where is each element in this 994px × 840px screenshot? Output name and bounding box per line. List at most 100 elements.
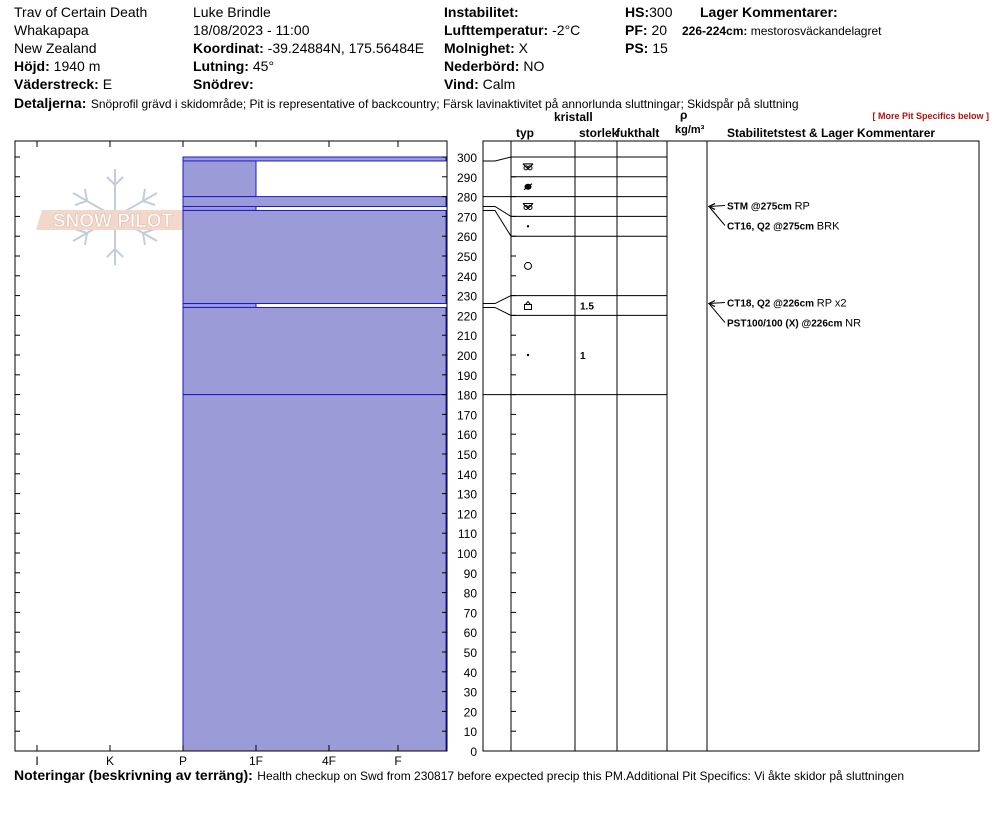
aspect-row: Väderstreck: E xyxy=(14,76,112,92)
y-tick-label: 20 xyxy=(464,705,478,719)
hardness-profile xyxy=(182,156,447,752)
stability-test-label: PST100/100 (X) @226cm NR xyxy=(727,318,861,330)
x-tick-label: K xyxy=(106,754,114,768)
observer-name: Luke Brindle xyxy=(193,4,271,20)
aspect-value: E xyxy=(102,76,113,92)
observation-datetime: 18/08/2023 - 11:00 xyxy=(193,22,310,38)
y-tick-label: 0 xyxy=(470,745,477,759)
layer-connector xyxy=(483,156,512,162)
hardness-layer xyxy=(182,306,447,396)
notes-text: Health checkup on Swd from 230817 before… xyxy=(257,769,905,783)
facet-cup-icon xyxy=(524,300,532,310)
wind-value: Calm xyxy=(482,76,516,92)
ps-row: PS: 15 xyxy=(625,40,668,56)
layer-comment-row: 226-224cm: mestorosväckandelagret xyxy=(682,24,881,38)
location-name: Trav of Certain Death xyxy=(14,4,148,20)
test-arrow xyxy=(708,206,726,226)
coord-label: Koordinat: xyxy=(193,40,264,56)
y-tick-label: 100 xyxy=(457,547,477,561)
crystal-size-label: 1 xyxy=(580,351,586,362)
y-tick-label: 110 xyxy=(458,527,477,541)
area-name: Whakapapa xyxy=(14,22,89,38)
melt-freeze-icon xyxy=(523,183,533,191)
crystal-size-label: 1.5 xyxy=(580,302,594,313)
pf-label: PF: xyxy=(625,22,648,38)
y-tick-label: 300 xyxy=(457,151,477,165)
test-arrow xyxy=(708,303,726,323)
hs-label: HS: xyxy=(625,4,650,20)
pf-value: 20 xyxy=(651,22,668,38)
hardness-layer xyxy=(182,206,257,211)
y-tick-label: 190 xyxy=(457,369,477,383)
snowpilot-logo: SNOW PILOT xyxy=(36,169,190,265)
y-tick-label: 240 xyxy=(457,270,477,284)
x-tick-label: I xyxy=(35,754,38,768)
y-tick-label: 70 xyxy=(464,606,478,620)
height-axis: 0 10 20 30 40 50 60 70 80 90 100 110 120 130 140 150 160… xyxy=(457,151,477,759)
airtemp-row: Lufttemperatur: -2°C xyxy=(444,22,580,38)
dot-icon xyxy=(526,353,530,357)
precip-value: NO xyxy=(523,58,545,74)
y-tick-label: 30 xyxy=(464,686,478,700)
airtemp-value: -2°C xyxy=(552,22,581,38)
y-tick-label: 140 xyxy=(457,468,477,482)
y-tick-label: 120 xyxy=(457,507,477,521)
wind-row: Vind: Calm xyxy=(444,76,515,92)
coord-row: Koordinat: -39.24884N, 175.56484E xyxy=(193,40,424,56)
x-tick-label: 4F xyxy=(322,754,336,768)
wind-label: Vind: xyxy=(444,76,479,92)
stability-tests: CT18, Q2 @226cm RP x2 PST100/100 (X) @226… xyxy=(707,201,861,330)
y-tick-label: 90 xyxy=(464,567,478,581)
x-tick-label: P xyxy=(179,754,187,768)
layer-connector xyxy=(483,306,512,316)
drift-label: Snödrev: xyxy=(193,76,254,92)
crystal-title: kristall xyxy=(554,110,593,124)
test-arrowhead xyxy=(707,300,716,307)
y-tick-label: 60 xyxy=(464,626,478,640)
y-tick-label: 250 xyxy=(457,250,477,264)
test-arrow xyxy=(708,205,726,207)
instability-label: Instabilitet: xyxy=(444,4,519,20)
type-col-header: typ xyxy=(516,126,534,140)
sky-value: X xyxy=(518,40,528,56)
stability-test-label: CT16, Q2 @275cm BRK xyxy=(727,221,840,233)
pf-row: PF: 20 xyxy=(625,22,667,38)
elevation-value: 1940 m xyxy=(53,58,101,74)
moisture-col-header: fukthalt xyxy=(616,126,660,140)
slope-value: 45° xyxy=(252,58,275,74)
ps-value: 15 xyxy=(652,40,668,56)
test-arrowhead xyxy=(707,203,716,210)
slope-row: Lutning: 45° xyxy=(193,58,274,74)
sky-row: Molnighet: X xyxy=(444,40,528,56)
hardness-layer xyxy=(182,196,447,208)
hs-value: 300 xyxy=(649,4,673,20)
hardness-frame-border xyxy=(14,140,448,752)
density-col-header: kg/m³ xyxy=(675,124,705,136)
y-tick-label: 10 xyxy=(464,725,478,739)
aspect-label: Väderstreck: xyxy=(14,76,99,92)
y-tick-label: 160 xyxy=(457,428,477,442)
hardness-frame xyxy=(14,140,448,752)
mixed-forms-icon xyxy=(522,202,534,210)
y-tick-label: 290 xyxy=(457,171,477,185)
notes-label: Noteringar (beskrivning av terräng): xyxy=(14,767,253,783)
elevation-row: Höjd: 1940 m xyxy=(14,58,100,74)
layer-comment-range: 226-224cm: xyxy=(682,24,748,38)
crystal-table: 1.51 xyxy=(482,140,980,752)
stability-test-label: STM @275cm RP xyxy=(727,201,810,213)
hardness-layer xyxy=(182,209,447,305)
y-tick-label: 130 xyxy=(457,488,477,502)
notes-row: Noteringar (beskrivning av terräng): Hea… xyxy=(14,767,904,785)
sky-label: Molnighet: xyxy=(444,40,515,56)
y-tick-label: 210 xyxy=(457,329,477,343)
details-label: Detaljerna: xyxy=(14,95,87,111)
mixed-forms-icon xyxy=(522,163,534,171)
y-tick-label: 220 xyxy=(457,309,477,323)
rho-header: ρ xyxy=(680,108,688,122)
slope-label: Lutning: xyxy=(193,58,249,74)
y-tick-label: 280 xyxy=(457,191,477,205)
y-tick-label: 150 xyxy=(457,448,477,462)
details-text: Snöprofil grävd i skidområde; Pit is rep… xyxy=(90,97,799,111)
more-pit-specifics-link[interactable]: [ More Pit Specifics below ] xyxy=(872,111,989,121)
